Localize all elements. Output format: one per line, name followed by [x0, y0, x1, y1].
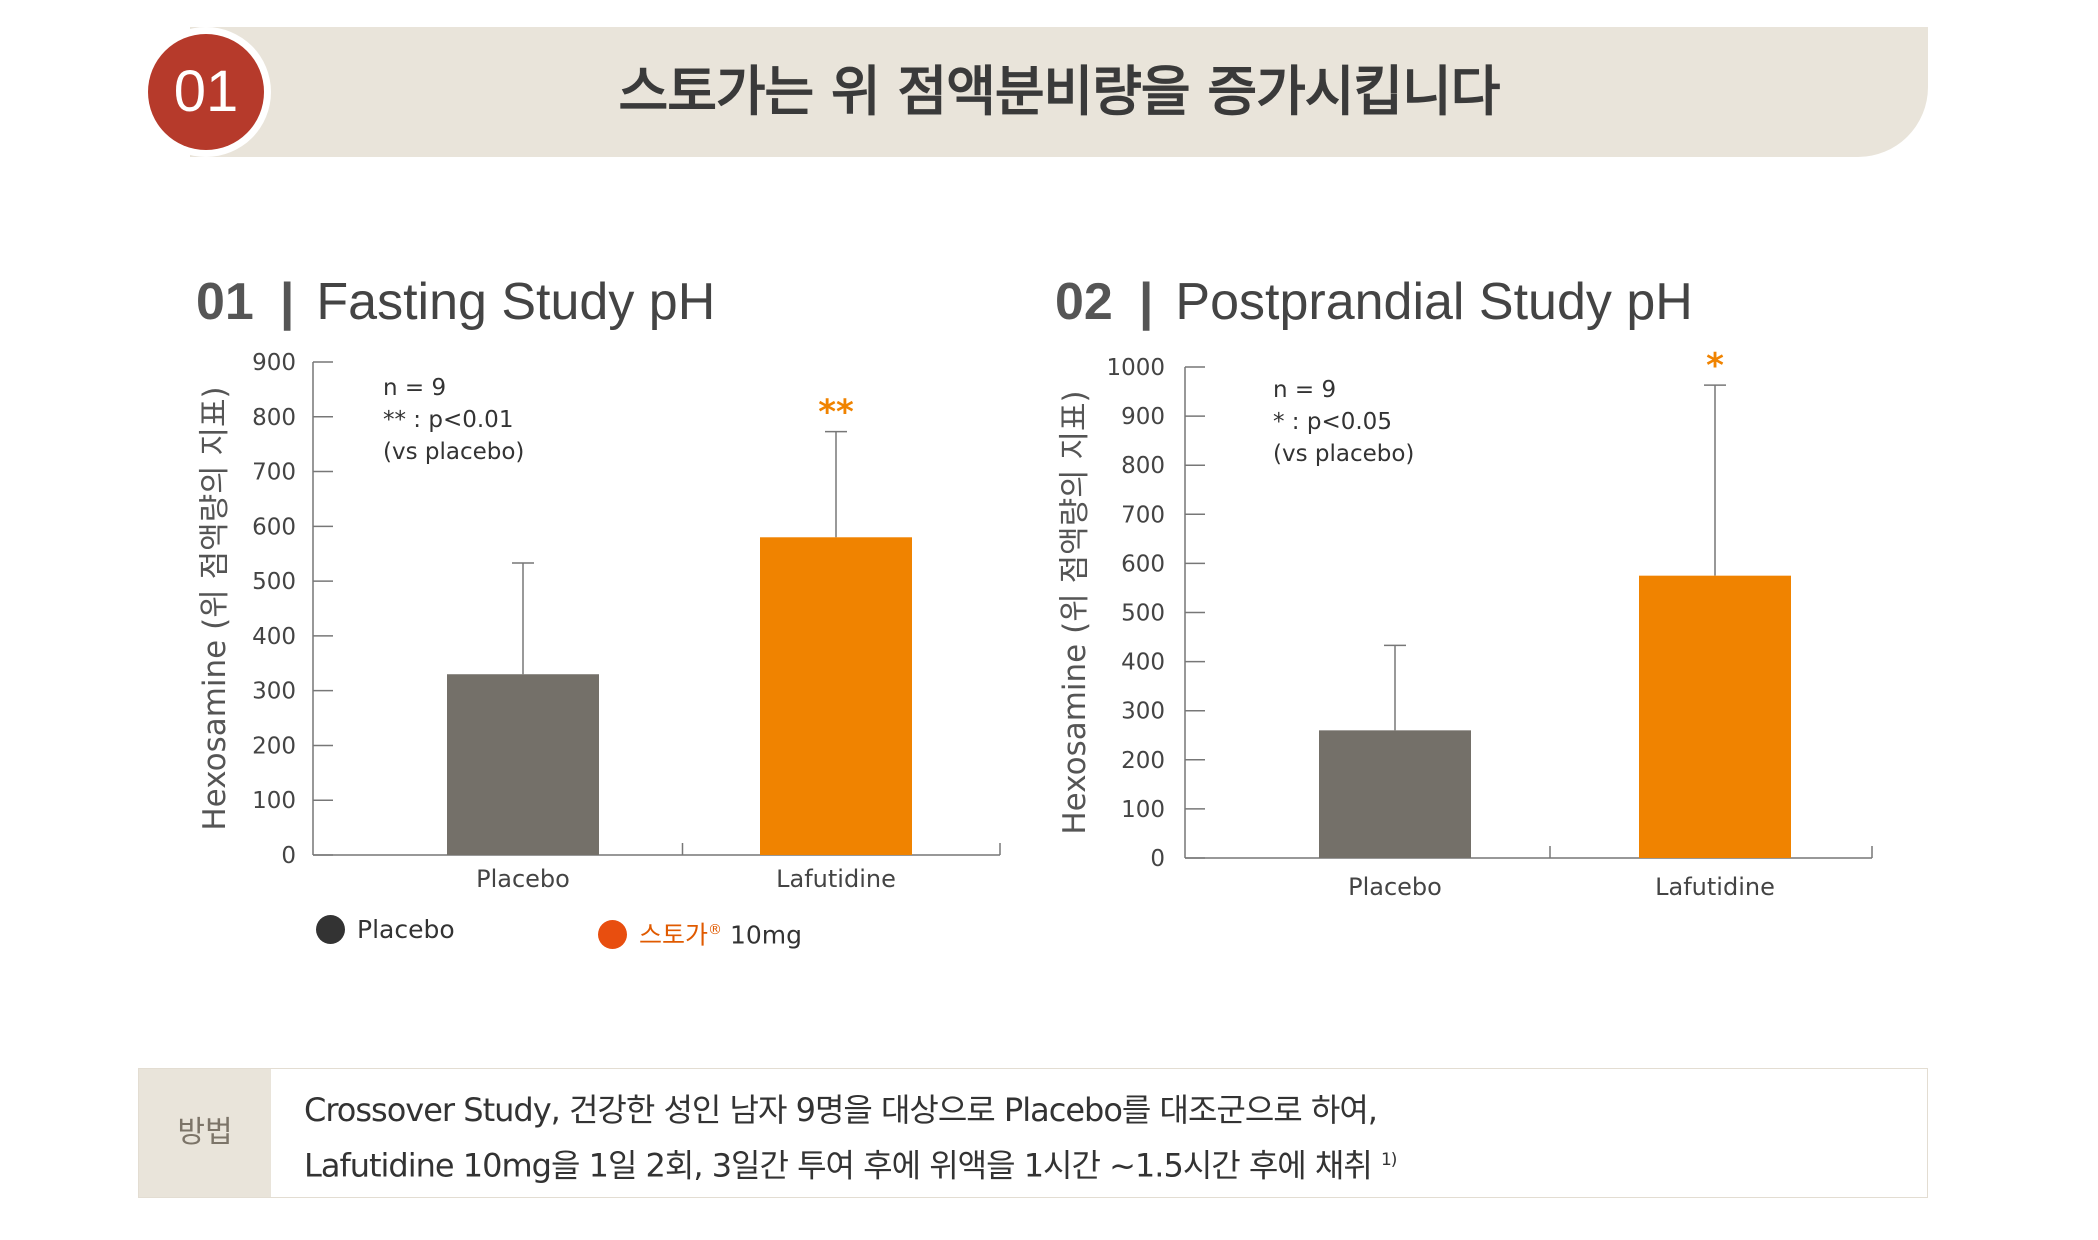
y-tick-label: 300	[1121, 699, 1165, 725]
legend-label-dose: 10mg	[729, 920, 803, 950]
y-tick-label: 100	[1121, 797, 1165, 823]
y-tick-label: 900	[252, 350, 296, 376]
chart-1-divider: |	[279, 273, 295, 331]
y-tick-label: 600	[252, 514, 296, 540]
y-tick-label: 700	[1121, 502, 1165, 528]
stat-annotation-line: (vs placebo)	[383, 439, 524, 465]
y-tick-label: 0	[1150, 846, 1165, 872]
legend-dot-placebo	[316, 914, 345, 944]
chart-1-heading: 01 | Fasting Study pH	[196, 272, 715, 332]
y-tick-label: 1000	[1106, 355, 1165, 381]
bar-lafutidine	[760, 537, 912, 855]
chart-1-number: 01	[196, 273, 254, 331]
y-tick-label: 400	[1121, 650, 1165, 676]
chart-2-heading: 02 | Postprandial Study pH	[1055, 272, 1693, 332]
method-box: 방법 Crossover Study, 건강한 성인 남자 9명을 대상으로 P…	[138, 1068, 1928, 1198]
page-title: 스토가는 위 점액분비량을 증가시킵니다	[618, 60, 1501, 123]
bar-placebo	[447, 674, 599, 855]
method-label: 방법	[139, 1069, 271, 1197]
y-axis-label: Hexosamine (위 점액량의 지표)	[197, 386, 233, 830]
y-axis-label: Hexosamine (위 점액량의 지표)	[1057, 390, 1093, 834]
stat-annotation-line: n = 9	[1273, 377, 1336, 403]
legend-item-stoga: 스토가® 10mg	[598, 912, 803, 950]
chart-2-divider: |	[1138, 273, 1154, 331]
legend-dot-stoga	[598, 919, 627, 949]
stat-annotation-line: n = 9	[383, 375, 446, 401]
y-tick-label: 600	[1121, 551, 1165, 577]
section-number-badge: 01	[148, 34, 264, 150]
y-tick-label: 500	[252, 569, 296, 595]
stat-annotation-line: (vs placebo)	[1273, 441, 1414, 467]
x-tick-label: Placebo	[1348, 873, 1442, 901]
y-tick-label: 300	[252, 679, 296, 705]
y-tick-label: 0	[281, 843, 296, 869]
title-banner: 스토가는 위 점액분비량을 증가시킵니다	[190, 27, 1928, 157]
method-line-2-text: Lafutidine 10mg을 1일 2회, 3일간 투여 후에 위액을 1시…	[304, 1146, 1373, 1185]
chart-1-title: Fasting Study pH	[316, 273, 716, 331]
method-line-1: Crossover Study, 건강한 성인 남자 9명을 대상으로 Plac…	[304, 1091, 1378, 1129]
y-tick-label: 800	[252, 405, 296, 431]
y-tick-label: 400	[252, 624, 296, 650]
x-tick-label: Placebo	[476, 865, 570, 893]
x-tick-label: Lafutidine	[1655, 873, 1775, 901]
stat-annotation-line: * : p<0.05	[1273, 409, 1392, 435]
chart-2-number: 02	[1055, 273, 1113, 331]
significance-marker: **	[818, 393, 854, 433]
bar-lafutidine	[1639, 575, 1791, 858]
y-tick-label: 100	[252, 788, 296, 814]
y-tick-label: 200	[1121, 748, 1165, 774]
x-tick-label: Lafutidine	[776, 865, 896, 893]
legend-label-brand: 스토가	[639, 920, 709, 950]
y-tick-label: 900	[1121, 404, 1165, 430]
chart-2-title: Postprandial Study pH	[1175, 273, 1693, 331]
y-tick-label: 500	[1121, 601, 1165, 627]
method-footnote: 1)	[1380, 1150, 1397, 1170]
legend-registered-mark: ®	[708, 922, 723, 938]
y-tick-label: 700	[252, 460, 296, 486]
method-description: Crossover Study, 건강한 성인 남자 9명을 대상으로 Plac…	[304, 1085, 1397, 1191]
legend-item-placebo: Placebo	[316, 912, 455, 948]
method-line-2: Lafutidine 10mg을 1일 2회, 3일간 투여 후에 위액을 1시…	[304, 1135, 1397, 1191]
significance-marker: *	[1706, 346, 1724, 386]
y-tick-label: 200	[252, 733, 296, 759]
stat-annotation-line: ** : p<0.01	[383, 407, 513, 433]
legend-label-placebo: Placebo	[357, 915, 455, 944]
y-tick-label: 800	[1121, 453, 1165, 479]
bar-placebo	[1319, 730, 1471, 858]
